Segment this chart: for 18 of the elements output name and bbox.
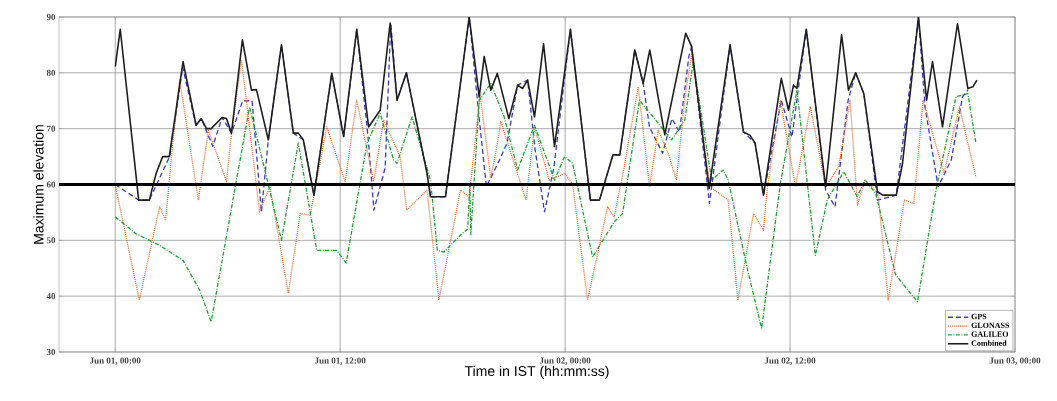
- y-axis-title: Maximum elevation: [33, 125, 44, 244]
- y-tick-label: 70: [47, 125, 56, 132]
- y-tick-label: 40: [46, 293, 56, 300]
- y-tick-label: 90: [46, 13, 56, 21]
- y-tick-label: 80: [46, 69, 56, 76]
- y-tick-label: 60: [46, 181, 56, 188]
- x-tick-label: Jun 01, 12:00: [314, 357, 366, 365]
- x-tick-label: Jun 02, 12:00: [764, 357, 816, 365]
- legend-label: GPS: [971, 313, 987, 320]
- y-tick-label: 30: [46, 348, 56, 356]
- x-tick-label: Jun 01, 00:00: [90, 357, 141, 365]
- legend-label: GALILEO: [971, 331, 1009, 337]
- y-tick-label: 50: [46, 237, 56, 244]
- x-tick-label: Jun 03, 00:00: [989, 357, 1041, 365]
- x-tick-label: Jun 02, 00:00: [539, 357, 591, 365]
- x-axis-title: Time in IST (hh:mm:ss): [464, 365, 609, 379]
- legend-label: Combined: [971, 340, 1007, 346]
- legend-label: GLONASS: [971, 322, 1010, 329]
